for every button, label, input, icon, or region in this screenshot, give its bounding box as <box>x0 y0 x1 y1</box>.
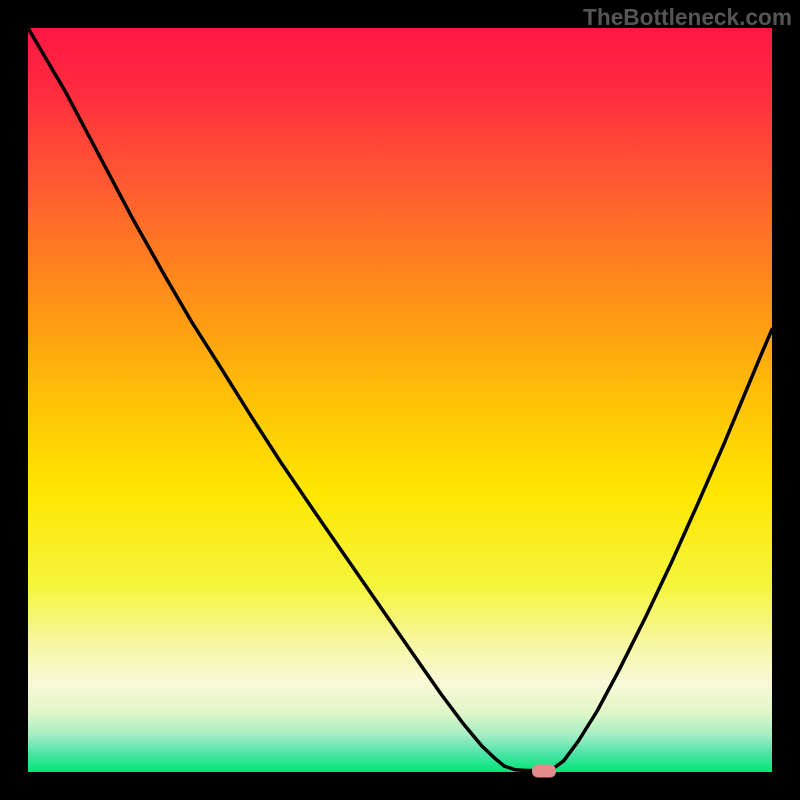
bottleneck-curve <box>28 28 772 771</box>
plot-area <box>28 28 772 772</box>
watermark-text: TheBottleneck.com <box>583 4 792 31</box>
optimal-point-marker <box>532 764 556 777</box>
bottleneck-curve-layer <box>28 28 772 772</box>
chart-container: TheBottleneck.com <box>0 0 800 800</box>
